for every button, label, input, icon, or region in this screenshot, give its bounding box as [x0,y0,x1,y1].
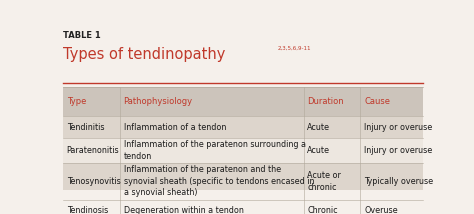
Text: 2,3,5,6,9-11: 2,3,5,6,9-11 [278,45,311,51]
Text: Cause: Cause [364,97,390,106]
Text: Typically overuse: Typically overuse [364,177,433,186]
Text: Injury or overuse: Injury or overuse [364,146,432,155]
Text: Paratenonitis: Paratenonitis [66,146,119,155]
Text: Acute: Acute [307,146,330,155]
Text: Pathophysiology: Pathophysiology [124,97,192,106]
Text: Inflammation of the paratenon and the
synovial sheath (specific to tendons encas: Inflammation of the paratenon and the sy… [124,165,314,197]
Text: TABLE 1: TABLE 1 [63,31,100,40]
Bar [63,88,423,116]
Text: Chronic: Chronic [307,206,338,214]
Text: Duration: Duration [307,97,344,106]
Text: Acute: Acute [307,123,330,132]
Text: Inflammation of the paratenon surrounding a
tendon: Inflammation of the paratenon surroundin… [124,140,306,161]
Bar [63,163,423,199]
Bar [63,138,423,163]
Text: Inflammation of a tendon: Inflammation of a tendon [124,123,226,132]
Text: Injury or overuse: Injury or overuse [364,123,432,132]
Bar [63,199,423,214]
Text: Types of tendinopathy: Types of tendinopathy [63,47,225,62]
Text: Degeneration within a tendon: Degeneration within a tendon [124,206,244,214]
Bar [63,116,423,138]
Text: Tendinosis: Tendinosis [66,206,108,214]
Text: Tenosynovitis: Tenosynovitis [66,177,120,186]
Text: Overuse: Overuse [364,206,398,214]
Text: Type: Type [66,97,86,106]
Text: Tendinitis: Tendinitis [66,123,104,132]
Text: Acute or
chronic: Acute or chronic [307,171,341,192]
